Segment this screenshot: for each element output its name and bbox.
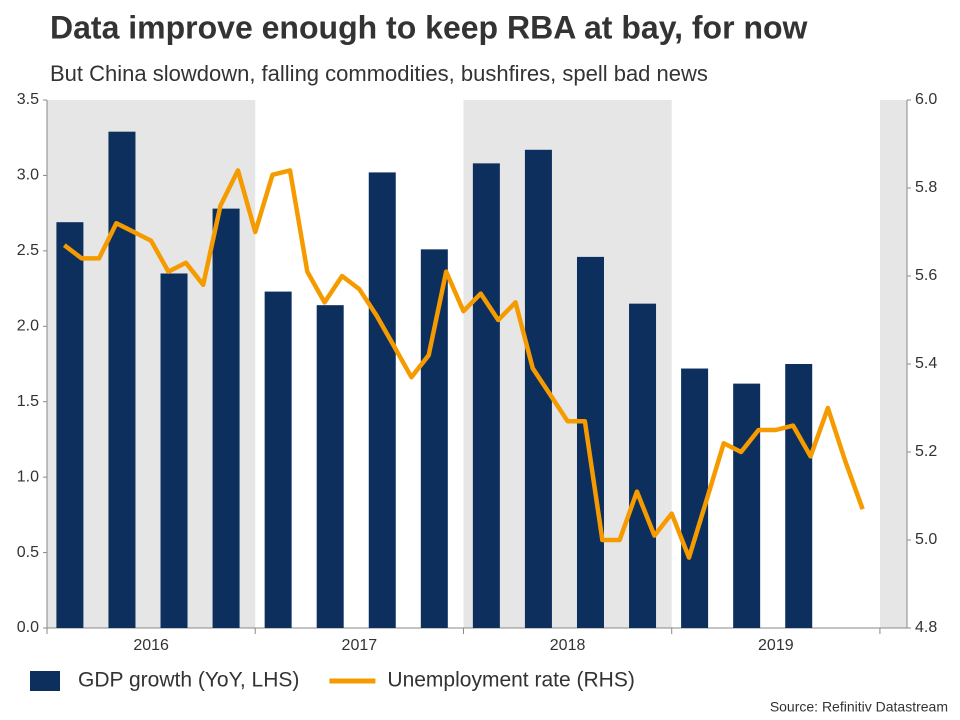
bar [108,131,136,628]
y2-tick-label: 4.8 [915,619,937,636]
y2-tick-label: 5.6 [915,267,937,284]
y-tick-label: 0.0 [17,619,39,636]
bar [472,163,500,629]
year-shade [879,100,907,628]
x-tick-label: 2018 [550,637,586,654]
legend-label: Unemployment rate (RHS) [387,669,634,692]
bar [368,172,396,628]
x-tick-label: 2016 [133,637,169,654]
bar [316,305,344,628]
y-tick-label: 0.5 [17,544,39,561]
bar [420,249,448,628]
chart-title: Data improve enough to keep RBA at bay, … [50,9,808,45]
bar [785,364,813,628]
y2-tick-label: 5.8 [915,179,937,196]
y-tick-label: 3.5 [17,91,39,108]
y2-tick-label: 6.0 [915,91,937,108]
x-tick-label: 2017 [342,637,378,654]
y-tick-label: 3.0 [17,167,39,184]
legend-label: GDP growth (YoY, LHS) [78,669,299,692]
source: Source: Refinitiv Datastream [770,699,948,715]
y2-tick-label: 5.4 [915,355,937,372]
y-tick-label: 2.5 [17,242,39,259]
y2-tick-label: 5.2 [915,443,937,460]
bar [576,256,604,628]
x-tick-label: 2019 [758,637,794,654]
bar [264,291,292,628]
bar [629,303,657,628]
y-tick-label: 2.0 [17,318,39,335]
y-tick-label: 1.0 [17,468,39,485]
line [62,168,865,560]
y2-tick-label: 5.0 [915,531,937,548]
y-tick-label: 1.5 [17,393,39,410]
bar [56,222,84,629]
bar [212,208,240,629]
chart-subtitle: But China slowdown, falling commodities,… [50,61,708,86]
bar [160,273,188,628]
bar [681,368,709,628]
legend-swatch [30,671,60,691]
bar [733,383,761,628]
